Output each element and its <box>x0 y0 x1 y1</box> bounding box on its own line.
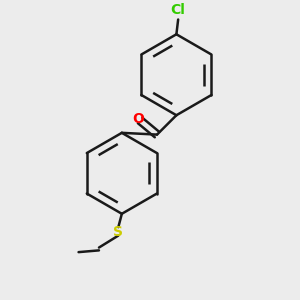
Text: Cl: Cl <box>171 3 186 17</box>
Text: O: O <box>132 112 144 126</box>
Text: S: S <box>113 225 123 239</box>
